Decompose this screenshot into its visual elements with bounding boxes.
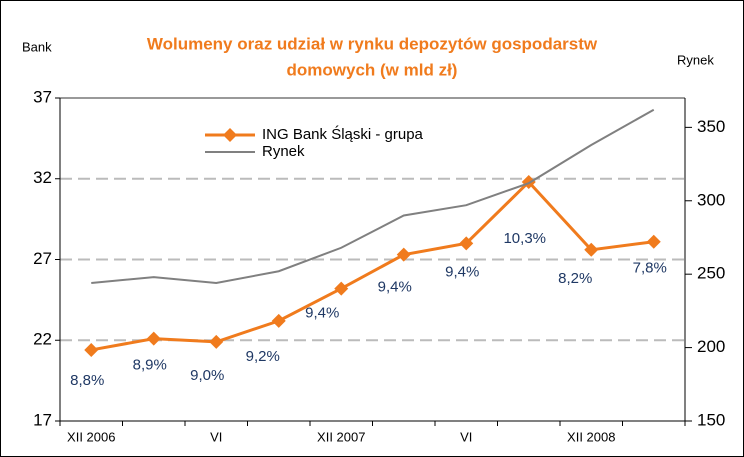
data-annotation: 9,4% (378, 279, 412, 296)
y2-tick-label: 150 (697, 410, 725, 429)
data-annotation: 9,0% (190, 367, 224, 384)
x-tick-label: XII 2008 (567, 429, 615, 444)
data-annotation: 9,2% (246, 348, 280, 365)
point-marker (209, 334, 224, 349)
y2-axis-label: Rynek (677, 52, 714, 67)
y-tick-label: 17 (33, 410, 52, 429)
data-annotation: 8,9% (133, 357, 167, 374)
point-marker (459, 236, 474, 251)
point-marker (84, 342, 99, 357)
data-annotation: 8,8% (70, 372, 104, 389)
data-annotation: 8,2% (558, 270, 592, 287)
point-marker (396, 247, 411, 262)
point-marker (334, 281, 349, 296)
point-marker (521, 174, 536, 189)
y-tick-label: 37 (33, 87, 52, 106)
x-tick-label: VI (460, 429, 472, 444)
x-tick-label: XII 2007 (317, 429, 365, 444)
x-tick-label: VI (210, 429, 222, 444)
chart-title: domowych (w mld zł) (287, 60, 458, 79)
y-tick-label: 32 (33, 168, 52, 187)
x-tick-label: XII 2006 (67, 429, 115, 444)
point-marker (646, 234, 661, 249)
y-axis-label: Bank (22, 39, 52, 54)
legend-label: ING Bank Śląski - grupa (262, 125, 424, 143)
point-marker (146, 331, 161, 346)
legend-marker (223, 128, 237, 142)
data-annotation: 10,3% (503, 230, 546, 247)
point-marker (271, 313, 286, 328)
data-annotation: 9,4% (305, 305, 339, 322)
y2-tick-label: 300 (697, 190, 725, 209)
data-annotation: 7,8% (633, 260, 667, 277)
series-line (91, 108, 655, 284)
y-tick-label: 22 (33, 330, 52, 349)
y-tick-label: 27 (33, 249, 52, 268)
data-annotation: 9,4% (445, 263, 479, 280)
y2-tick-label: 200 (697, 337, 725, 356)
y2-tick-label: 350 (697, 117, 725, 136)
point-marker (584, 242, 599, 257)
legend-label: Rynek (262, 143, 305, 160)
chart-title: Wolumeny oraz udział w rynku depozytów g… (147, 34, 598, 53)
y2-tick-label: 250 (697, 264, 725, 283)
series-line (90, 179, 654, 352)
